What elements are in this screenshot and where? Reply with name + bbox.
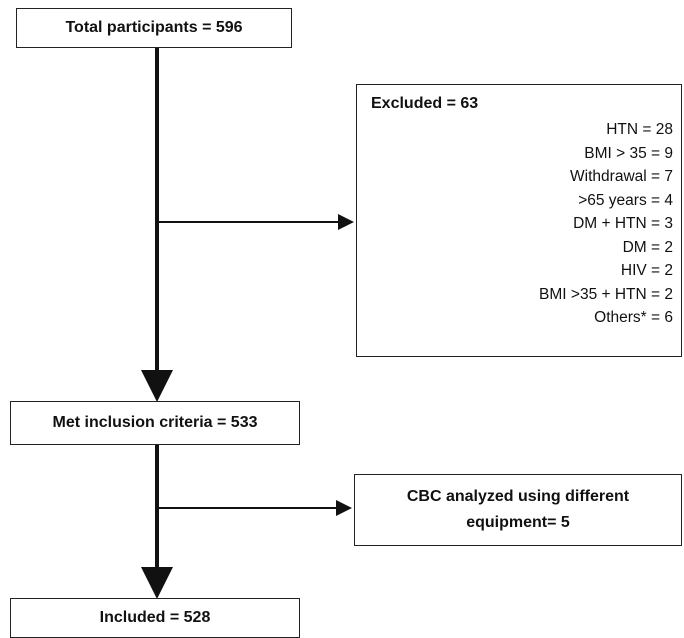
excluded-list: HTN = 28 BMI > 35 = 9 Withdrawal = 7 >65 ye… (539, 118, 673, 330)
included-box: Included = 528 (10, 598, 300, 638)
excluded-item: BMI >35 + HTN = 2 (539, 285, 673, 303)
met-text: Met inclusion criteria = 533 (52, 414, 258, 431)
excluded-item: HTN = 28 (606, 121, 673, 138)
excluded-title: Excluded = 63 (371, 95, 479, 112)
excluded-item: Withdrawal = 7 (570, 168, 673, 185)
excluded-item: DM + HTN = 3 (573, 215, 673, 232)
total-box: Total participants = 596 (16, 8, 292, 48)
excluded-box: Excluded = 63 HTN = 28 BMI > 35 = 9 Withdr… (356, 84, 682, 357)
excluded-item: BMI > 35 = 9 (584, 144, 673, 162)
excluded-item: >65 years = 4 (578, 191, 673, 209)
excluded-item: Others* = 6 (594, 309, 673, 326)
cbc-line: equipment= 5 (466, 514, 570, 531)
cbc-box: CBC analyzed using different equipment= 5 (354, 474, 682, 546)
total-text: Total participants = 596 (65, 19, 243, 36)
excluded-item: DM = 2 (622, 238, 673, 256)
met-box: Met inclusion criteria = 533 (10, 401, 300, 445)
included-text: Included = 528 (99, 609, 211, 626)
excluded-item: HIV = 2 (620, 262, 673, 279)
cbc-line: CBC analyzed using different (406, 488, 630, 505)
